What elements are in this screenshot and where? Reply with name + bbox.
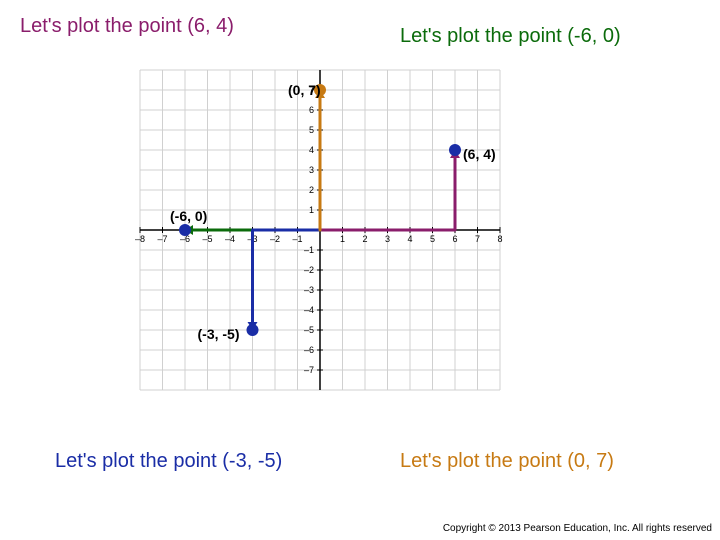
svg-text:1: 1 bbox=[309, 205, 314, 215]
svg-text:–8: –8 bbox=[135, 234, 145, 244]
svg-text:7: 7 bbox=[475, 234, 480, 244]
coordinate-plane: –8–7–6–5–4–3–2–112345678–7–6–5–4–3–2–112… bbox=[130, 60, 510, 400]
svg-text:–4: –4 bbox=[225, 234, 235, 244]
heading-bottom-left: Let's plot the point (-3, -5) bbox=[55, 450, 282, 473]
point-label: (0, 7) bbox=[288, 82, 321, 98]
svg-text:–7: –7 bbox=[304, 365, 314, 375]
svg-text:8: 8 bbox=[497, 234, 502, 244]
plane-svg: –8–7–6–5–4–3–2–112345678–7–6–5–4–3–2–112… bbox=[130, 60, 510, 400]
svg-text:6: 6 bbox=[309, 105, 314, 115]
svg-text:–2: –2 bbox=[304, 265, 314, 275]
point-label: (-3, -5) bbox=[198, 326, 240, 342]
svg-text:5: 5 bbox=[309, 125, 314, 135]
heading-top-right: Let's plot the point (-6, 0) bbox=[400, 25, 621, 48]
svg-text:–6: –6 bbox=[304, 345, 314, 355]
svg-text:3: 3 bbox=[309, 165, 314, 175]
svg-text:–7: –7 bbox=[157, 234, 167, 244]
svg-text:–3: –3 bbox=[304, 285, 314, 295]
svg-text:6: 6 bbox=[452, 234, 457, 244]
svg-text:–4: –4 bbox=[304, 305, 314, 315]
heading-top-left: Let's plot the point (6, 4) bbox=[20, 15, 234, 38]
svg-text:3: 3 bbox=[385, 234, 390, 244]
point-label: (-6, 0) bbox=[170, 208, 207, 224]
svg-text:–1: –1 bbox=[292, 234, 302, 244]
svg-text:1: 1 bbox=[340, 234, 345, 244]
svg-text:–1: –1 bbox=[304, 245, 314, 255]
heading-bottom-right: Let's plot the point (0, 7) bbox=[400, 450, 614, 473]
svg-text:4: 4 bbox=[309, 145, 314, 155]
svg-text:–5: –5 bbox=[304, 325, 314, 335]
svg-text:4: 4 bbox=[407, 234, 412, 244]
svg-text:–2: –2 bbox=[270, 234, 280, 244]
svg-text:5: 5 bbox=[430, 234, 435, 244]
point-label: (6, 4) bbox=[463, 146, 496, 162]
svg-text:2: 2 bbox=[362, 234, 367, 244]
svg-text:–5: –5 bbox=[202, 234, 212, 244]
copyright-footer: Copyright © 2013 Pearson Education, Inc.… bbox=[443, 523, 712, 534]
svg-text:2: 2 bbox=[309, 185, 314, 195]
